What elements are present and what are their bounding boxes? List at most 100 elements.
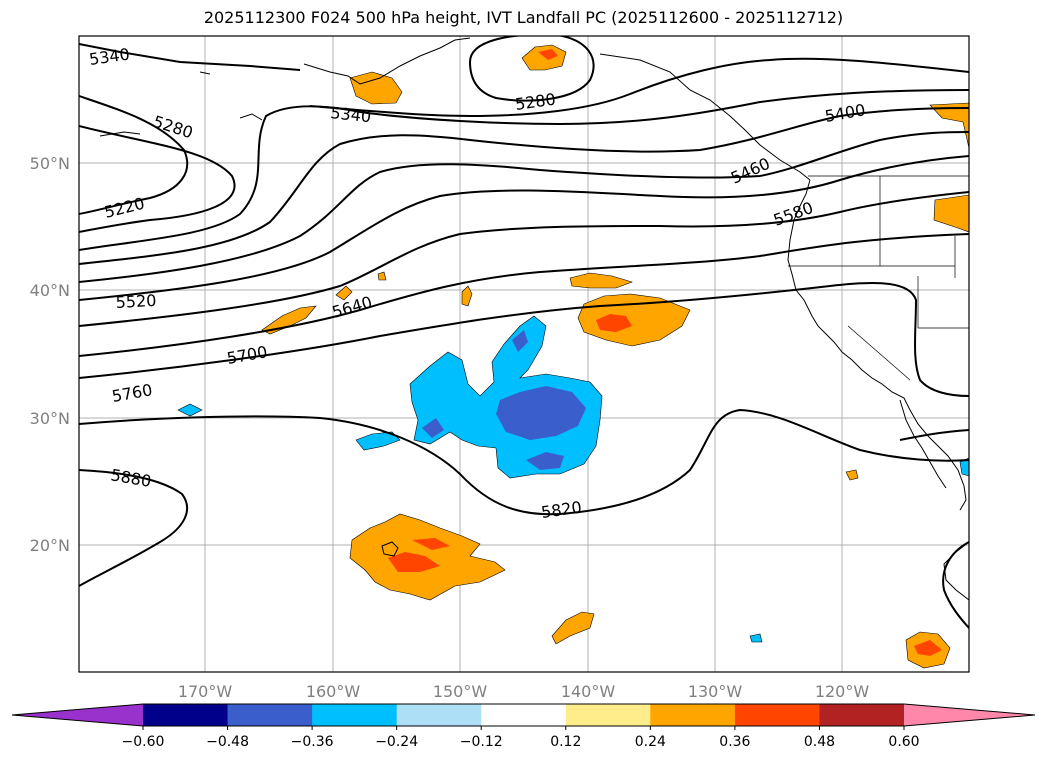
pos-blob-small1 — [377, 271, 387, 281]
colorbar-tick-label: −0.60 — [122, 734, 165, 750]
colorbar-tick-label: 0.36 — [719, 734, 750, 750]
contour-label: 5760 — [110, 380, 153, 406]
contour-label: 5220 — [102, 194, 146, 222]
colorbar-segment — [819, 704, 905, 726]
contour-5460 — [79, 107, 969, 265]
pos-blob-gulf-alaska — [521, 44, 567, 71]
colorbar-tick-label: 0.48 — [804, 734, 835, 750]
colorbar-segment — [650, 704, 736, 726]
pos-blob-bc-coast — [929, 102, 969, 149]
neg-blob-far-west — [177, 403, 203, 417]
pos-blob-gulf-alaska-core — [538, 49, 558, 60]
contour-label: 5460 — [728, 154, 773, 188]
contour-label: 5400 — [823, 100, 866, 126]
contour-5400 — [79, 89, 969, 251]
colorbar-tick-label: 0.60 — [888, 734, 919, 750]
colorbar-segment — [565, 704, 651, 726]
map-frame — [78, 35, 970, 673]
contour-5880 — [79, 469, 188, 587]
contour-5340 — [79, 57, 969, 233]
lat-label: 30°N — [30, 409, 70, 428]
neg-blob-main-core1 — [496, 386, 586, 440]
lon-label: 140°W — [561, 682, 616, 701]
contour-5640 — [79, 191, 969, 327]
baja — [899, 399, 947, 489]
colorbar-tick-label: −0.48 — [206, 734, 249, 750]
contour-5280-west — [79, 95, 189, 215]
contour-5700 — [79, 233, 969, 357]
contour-5520 — [79, 131, 969, 283]
alaska-panhandle — [599, 53, 811, 181]
ivt-positive-blobs — [261, 44, 969, 669]
colorbar: −0.60 −0.48 −0.36 −0.24 −0.12 0.12 0.24 0.36 0.4… — [11, 703, 1036, 750]
contour-5820-coast — [899, 429, 969, 441]
colorbar-extend-min — [12, 704, 143, 726]
contour-5280-east — [468, 36, 595, 102]
lon-label: 170°W — [178, 682, 233, 701]
neg-blob-main-core2 — [526, 452, 564, 470]
contour-5340-top — [79, 43, 301, 71]
hawaii-big — [381, 541, 399, 557]
lon-label: 150°W — [433, 682, 488, 701]
contour-label: 5280 — [514, 89, 557, 113]
map-area: 5340 5340 5280 5280 5220 5400 5460 5580 … — [79, 36, 969, 672]
lon-label: 130°W — [688, 682, 743, 701]
alaska-coast — [303, 37, 471, 85]
neg-blob-main-core4 — [512, 330, 528, 352]
contour-label: 5340 — [330, 103, 372, 126]
contour-label: 5700 — [225, 342, 268, 368]
pos-blob-west1 — [261, 305, 317, 335]
pos-blob-small2 — [461, 285, 473, 307]
contour-5820 — [79, 408, 969, 516]
colorbar-segment — [143, 704, 229, 726]
coastlines — [99, 37, 969, 601]
neg-blob-main — [409, 315, 603, 479]
neg-blob-west — [355, 431, 401, 451]
lat-label: 50°N — [30, 154, 70, 173]
pos-blob-aleutian — [349, 71, 403, 105]
contour-5580 — [79, 155, 969, 301]
contour-label: 5880 — [109, 465, 152, 491]
bc-coast — [787, 179, 967, 511]
colorbar-tick-label: −0.36 — [291, 734, 334, 750]
lon-labels: 170°W 160°W 150°W 140°W 130°W 120°W — [178, 682, 870, 701]
ivt-negative-blobs — [177, 315, 969, 643]
colorbar-segment — [396, 704, 482, 726]
contour-label: 5640 — [330, 292, 374, 321]
lon-label: 160°W — [306, 682, 361, 701]
aleutian-island2 — [199, 71, 211, 75]
colorbar-segment — [312, 704, 398, 726]
pos-blob-hawaii — [349, 513, 506, 601]
colorbar-segment — [734, 704, 820, 726]
contour-label: 5820 — [540, 497, 583, 521]
neg-blob-small — [749, 633, 763, 643]
contour-5820-south — [942, 541, 969, 629]
pos-blob-mexico-core — [914, 640, 942, 656]
pos-blob-baja — [845, 469, 859, 481]
chart-title: 2025112300 F024 500 hPa height, IVT Land… — [203, 8, 844, 27]
pos-blob-central-core — [596, 314, 632, 332]
lat-label: 20°N — [30, 536, 70, 555]
colorbar-tick-label: 0.24 — [635, 734, 666, 750]
colorbar-tick-label: 0.12 — [550, 734, 581, 750]
pos-blob-central — [577, 293, 691, 347]
lon-label: 120°W — [815, 682, 870, 701]
pos-blob-north-pac — [569, 272, 633, 289]
pos-blob-nw — [933, 194, 969, 233]
lat-labels: 50°N 40°N 30°N 20°N — [30, 154, 70, 555]
contour-label: 5520 — [115, 291, 157, 312]
colorbar-tick-label: −0.12 — [460, 734, 503, 750]
aleutian-island3 — [99, 131, 141, 137]
lat-label: 40°N — [30, 281, 70, 300]
height-contours — [79, 36, 969, 629]
contour-label: 5340 — [88, 44, 131, 68]
borders — [788, 175, 969, 381]
colorbar-tick-label: −0.24 — [375, 734, 418, 750]
pos-blob-hawaii-core1 — [388, 552, 440, 572]
contour-5760 — [79, 281, 969, 397]
pos-blob-hawaii-core2 — [412, 538, 450, 550]
contour-label: 5280 — [151, 112, 196, 143]
colorbar-segment — [227, 704, 313, 726]
pos-blob-west2 — [335, 285, 353, 301]
